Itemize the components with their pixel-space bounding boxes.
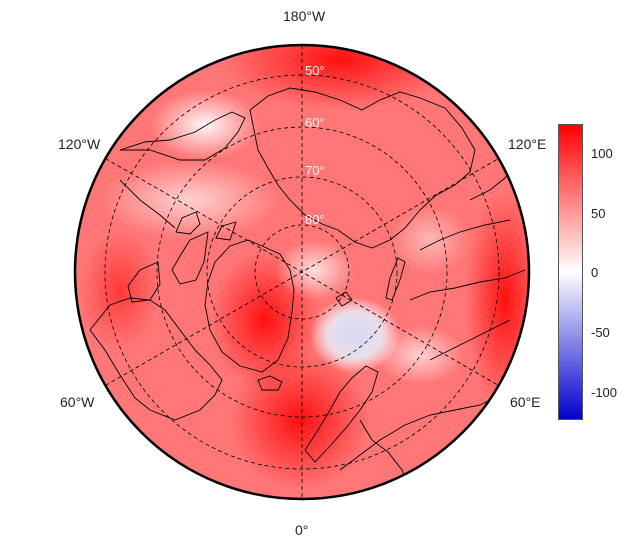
lon-label-upper-left: 120°W (58, 136, 101, 152)
temperature-field (75, 45, 529, 499)
lat-label-60: 60° (305, 115, 325, 130)
lat-label-70: 70° (305, 163, 325, 178)
lon-label-upper-right: 120°E (508, 136, 547, 152)
lon-label-lower-right: 60°E (510, 394, 541, 410)
colorbar (558, 124, 583, 420)
lat-label-80: 80° (305, 212, 325, 227)
colorbar-tick-minus-100: -100 (591, 385, 618, 400)
graticule (104, 45, 500, 499)
colorbar-tick-50: 50 (591, 206, 606, 221)
lat-label-50: 50° (305, 63, 325, 78)
map-border (73, 43, 531, 501)
colorbar-tick-minus-50: -50 (591, 325, 610, 340)
lon-label-bottom: 0° (295, 522, 309, 538)
lon-label-lower-left: 60°W (60, 394, 95, 410)
colorbar-tick-0: 0 (591, 265, 599, 280)
lon-label-top: 180°W (283, 8, 326, 24)
colorbar-tick-100: 100 (591, 146, 613, 161)
